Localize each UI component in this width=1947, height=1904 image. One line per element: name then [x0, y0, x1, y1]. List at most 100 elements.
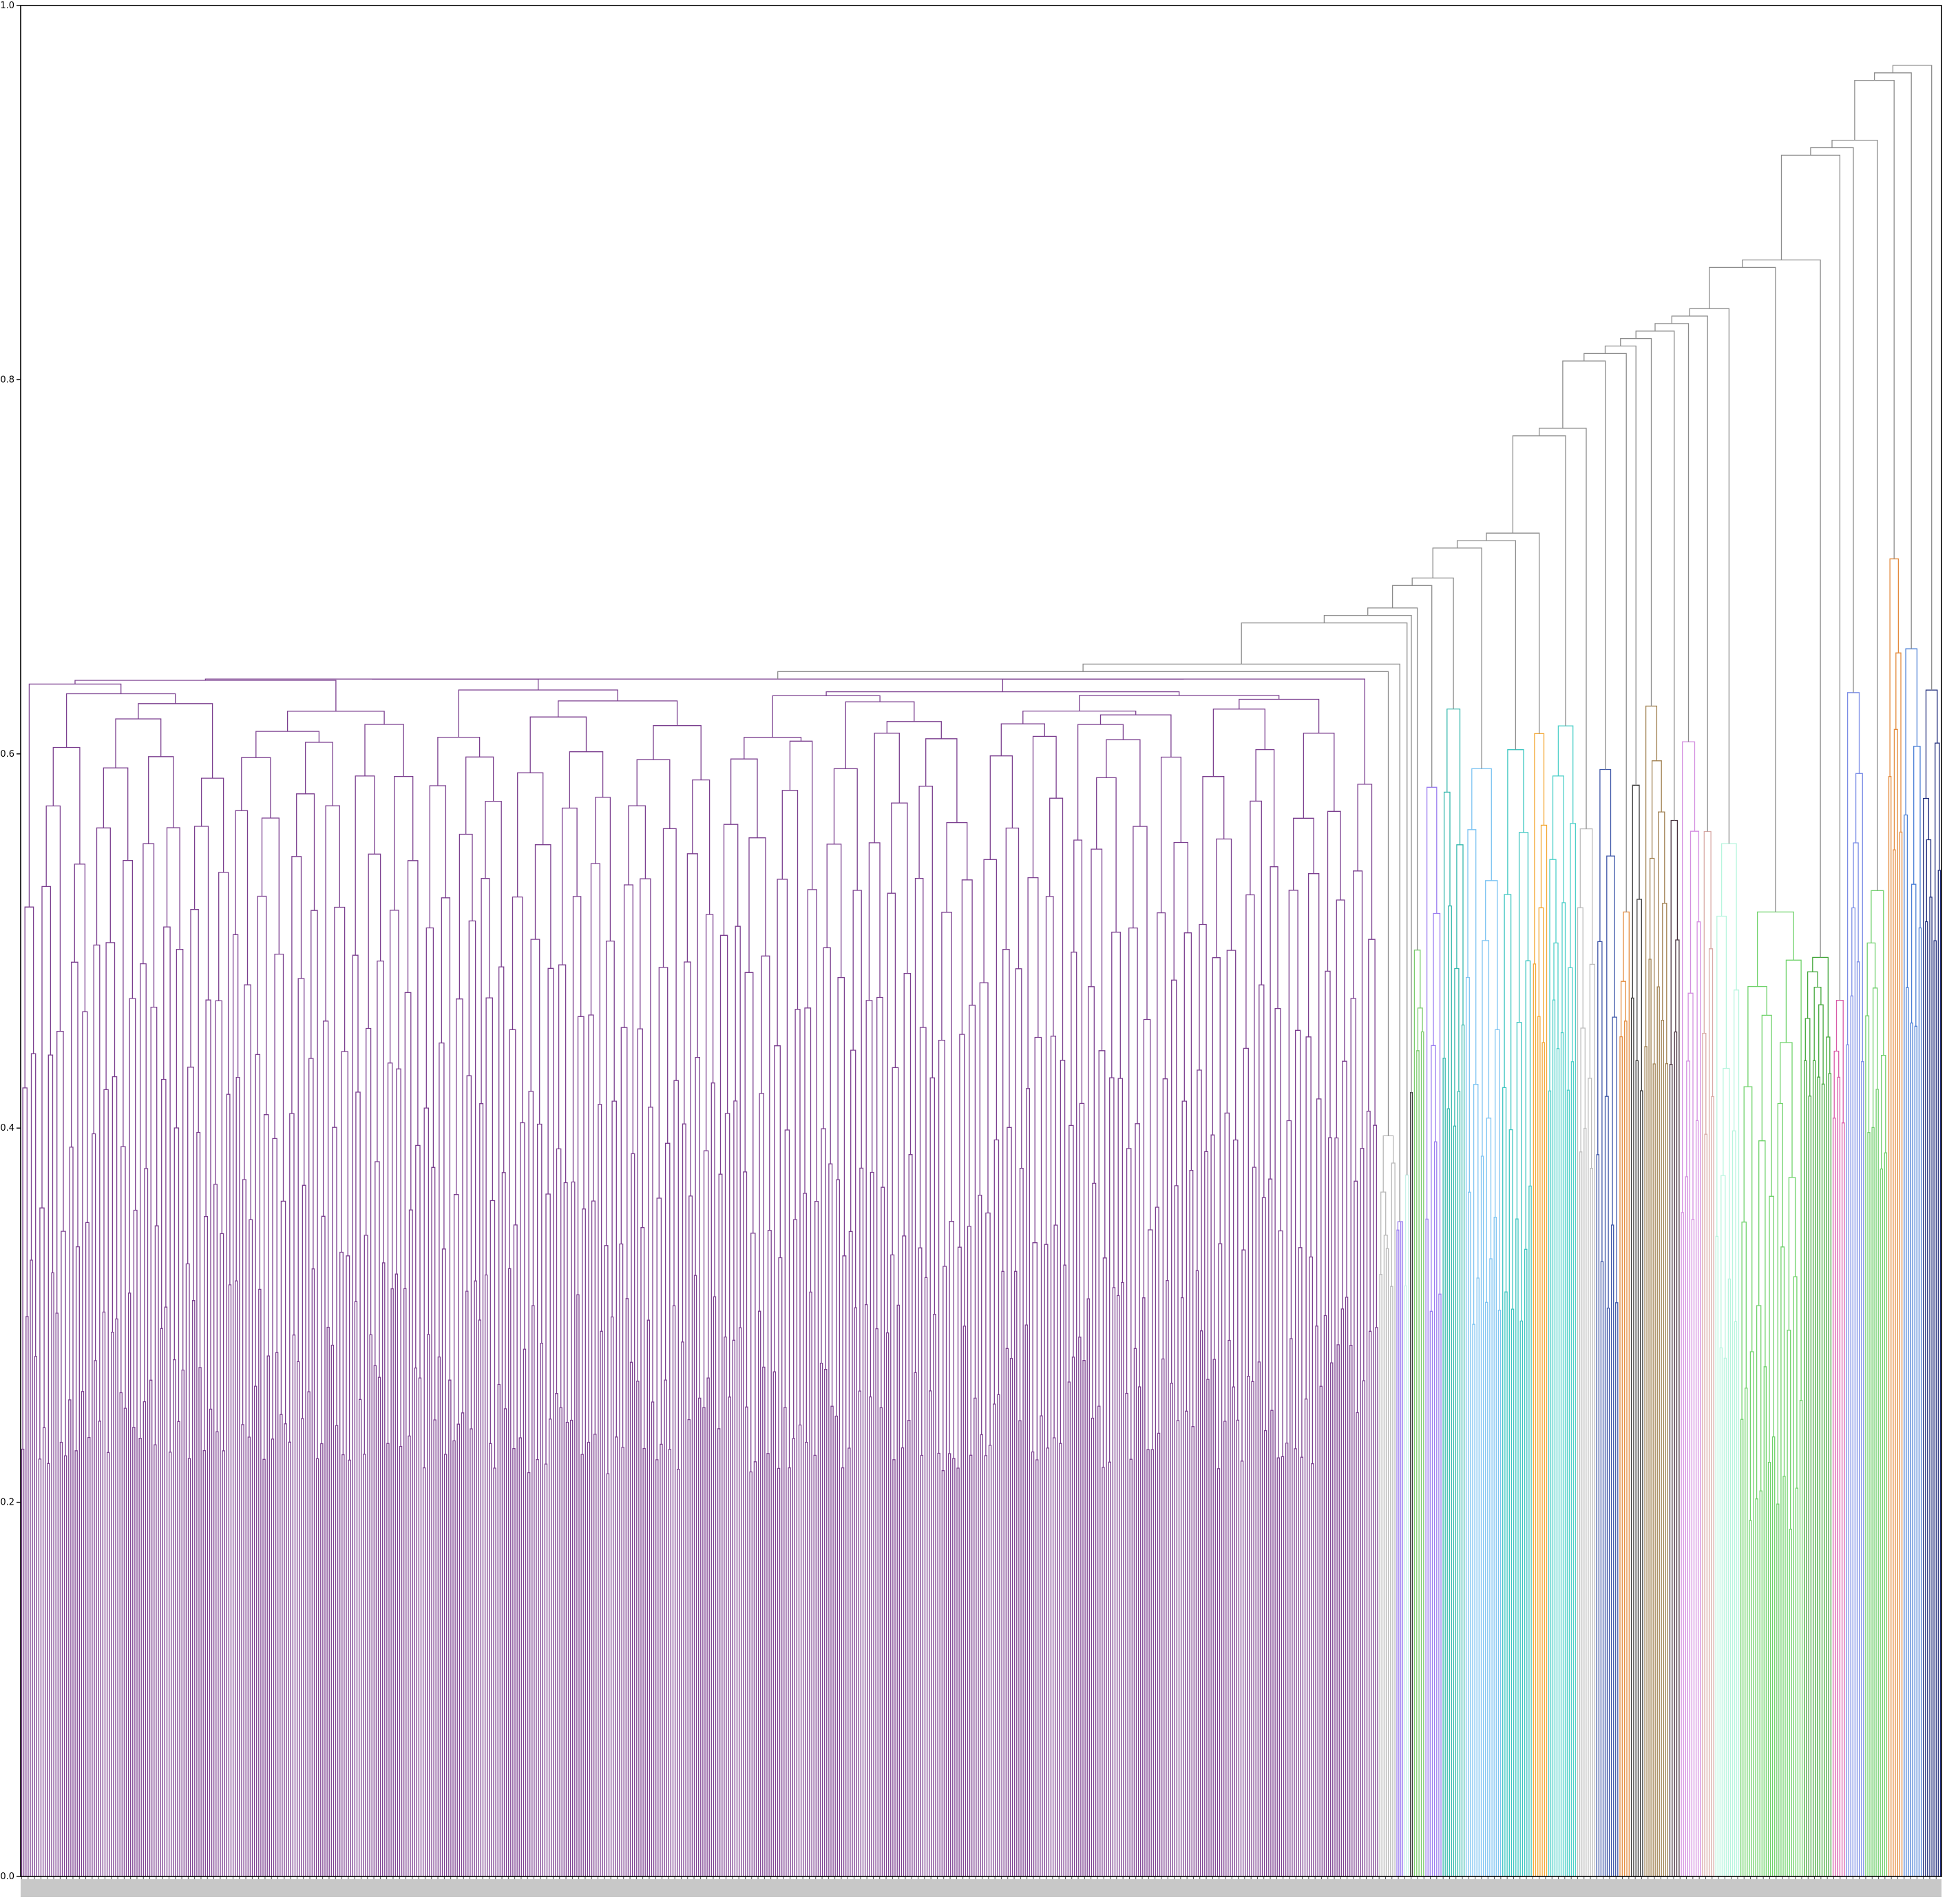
- link-19-1: [1711, 1096, 1714, 1876]
- link-0-567: [261, 817, 280, 954]
- link-18-3: [1695, 1120, 1699, 1876]
- link-0-157: [1251, 1381, 1254, 1876]
- upper-link-28: [1892, 65, 1933, 691]
- link-21-28: [1756, 911, 1794, 987]
- link-0-141: [974, 1397, 977, 1876]
- link-25-3: [1871, 1127, 1875, 1876]
- link-0-622: [1239, 698, 1320, 733]
- link-16-9: [1651, 760, 1662, 859]
- link-11-3: [1556, 1048, 1560, 1876]
- cluster-13: [1596, 768, 1619, 1876]
- y-axis: 0.0 0.2 0.4 0.6 0.8 1.0: [0, 1, 21, 1882]
- link-0-142: [698, 1397, 702, 1876]
- link-0-122: [745, 1406, 748, 1876]
- link-0-400: [1026, 1088, 1031, 1876]
- link-21-7: [1767, 1461, 1771, 1876]
- link-0-601: [1032, 735, 1057, 878]
- link-0-465: [1171, 979, 1177, 1383]
- link-8-9: [1473, 1084, 1479, 1325]
- cluster-22: [1804, 956, 1832, 1876]
- link-0-480: [1212, 957, 1221, 1244]
- link-0-319: [591, 1200, 596, 1876]
- link-0-105: [1018, 1420, 1022, 1876]
- link-0-198: [724, 1336, 727, 1876]
- link-0-233: [672, 1305, 676, 1876]
- link-0-437: [1034, 1036, 1042, 1416]
- link-0-214: [326, 1326, 330, 1876]
- link-0-21: [443, 1454, 448, 1876]
- link-0-187: [266, 1355, 270, 1876]
- link-10-0: [1541, 1042, 1545, 1876]
- link-0-558: [1133, 826, 1148, 1020]
- link-0-577: [1357, 784, 1373, 940]
- link-0-516: [1045, 896, 1054, 1245]
- link-0-288: [957, 1246, 962, 1876]
- link-0-254: [465, 1290, 469, 1876]
- link-14-1: [1624, 1021, 1628, 1876]
- link-0-67: [408, 1435, 411, 1876]
- link-8-1: [1497, 1310, 1502, 1876]
- link-0-630: [74, 680, 337, 711]
- link-0-88: [1157, 1432, 1161, 1876]
- link-0-267: [1001, 1270, 1004, 1876]
- link-0-270: [1014, 1270, 1018, 1876]
- link-0-98: [569, 1419, 573, 1876]
- link-0-417: [187, 1067, 194, 1301]
- link-0-314: [204, 1215, 209, 1876]
- link-21-0: [1789, 1529, 1792, 1876]
- link-0-130: [879, 1407, 883, 1876]
- link-0-308: [513, 1224, 518, 1876]
- link-26-1: [1899, 831, 1903, 1876]
- link-7-2: [1457, 1091, 1461, 1876]
- link-0-463: [979, 982, 989, 1213]
- link-0-555: [1005, 827, 1020, 969]
- cluster-7: [1442, 708, 1465, 1876]
- link-0-244: [625, 1298, 629, 1876]
- y-tick-label-1: 0.2: [0, 1498, 14, 1508]
- link-0-169: [1206, 1379, 1210, 1876]
- link-21-11: [1745, 1388, 1748, 1876]
- link-5-1: [1420, 1031, 1424, 1876]
- link-0-615: [1000, 723, 1045, 756]
- cluster-27: [1904, 648, 1922, 1876]
- link-0-268: [30, 1259, 33, 1876]
- link-0-264: [394, 1273, 399, 1876]
- link-0-294: [1044, 1244, 1049, 1876]
- link-1-2: [1385, 1248, 1389, 1876]
- link-0-509: [1157, 912, 1166, 1208]
- link-27-4: [1911, 883, 1917, 1027]
- link-0-91: [565, 1421, 569, 1876]
- link-0-107: [42, 1427, 46, 1876]
- link-14-0: [1619, 1036, 1623, 1876]
- link-0-533: [1270, 866, 1278, 1180]
- cluster-25: [1865, 890, 1888, 1876]
- link-0-531: [481, 878, 490, 1104]
- link-0-86: [717, 1428, 721, 1876]
- link-0-231: [25, 1316, 29, 1876]
- link-0-19: [788, 1467, 791, 1876]
- link-0-173: [824, 1369, 828, 1876]
- link-0-202: [1349, 1345, 1353, 1876]
- link-8-12: [1482, 940, 1490, 1156]
- link-19-2: [1702, 1032, 1707, 1876]
- link-0-468: [244, 984, 251, 1220]
- link-0-266: [382, 1262, 386, 1876]
- link-0-148: [858, 1390, 862, 1876]
- link-0-290: [848, 1231, 853, 1876]
- link-0-0: [536, 1458, 539, 1876]
- link-0-532: [961, 879, 973, 1035]
- link-12-7: [1579, 828, 1593, 965]
- link-0-584: [1202, 776, 1225, 925]
- link-0-611: [115, 718, 162, 768]
- link-0-565: [561, 807, 578, 965]
- link-0-156: [1232, 1386, 1235, 1876]
- link-0-42: [668, 1449, 672, 1876]
- leaf-labels-band: [21, 1879, 1941, 1897]
- link-0-581: [394, 775, 414, 910]
- link-0-559: [166, 827, 180, 950]
- link-7-0: [1453, 1125, 1457, 1876]
- link-8-7: [1480, 1155, 1484, 1876]
- link-0-256: [1166, 1279, 1169, 1876]
- link-23-0: [1841, 1122, 1845, 1876]
